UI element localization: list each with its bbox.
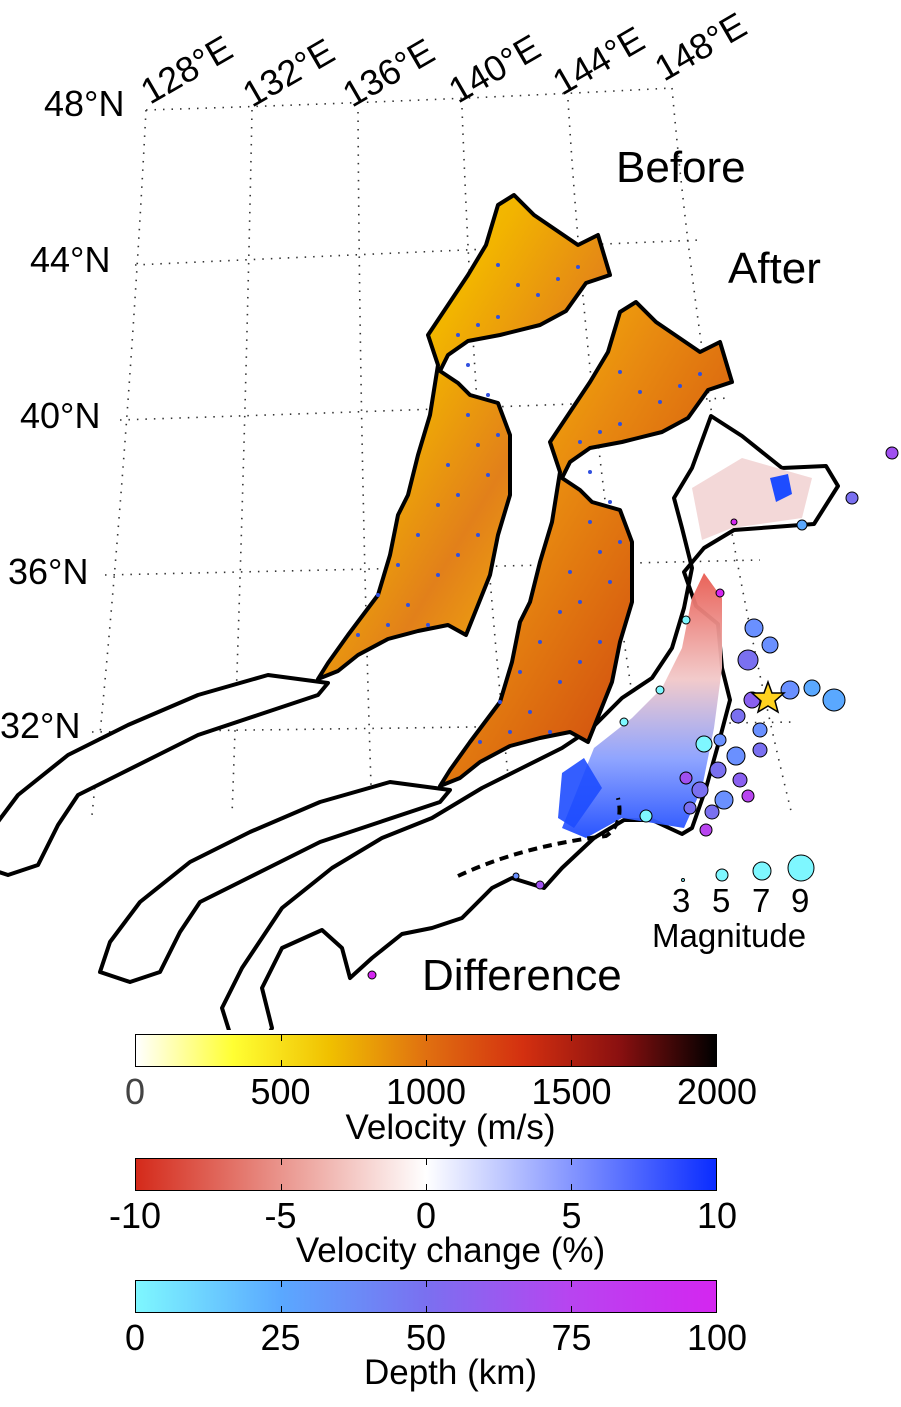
velocity-colorbar (135, 1034, 717, 1067)
label-difference: Difference (422, 951, 622, 1000)
velocity-tick-1000: 1000 (385, 1071, 467, 1112)
lon-label-132: 132°E (236, 30, 342, 115)
depth-colorbar-title: Depth (km) (363, 1353, 538, 1392)
depth-tick-0: 0 (124, 1317, 146, 1358)
velocity-tick-0: 0 (124, 1071, 146, 1112)
change-tick-neg5: -5 (264, 1195, 297, 1236)
lat-label-44: 44°N (30, 239, 110, 280)
lon-label-128: 128°E (134, 27, 240, 112)
colorbar-tick-mark (281, 1281, 282, 1287)
after-panel (98, 300, 734, 984)
mag-label-7: 7 (752, 882, 770, 919)
colorbar-tick-mark (426, 1159, 427, 1165)
colorbar-tick-mark (426, 1306, 427, 1312)
colorbar-tick-mark (571, 1159, 572, 1165)
mainshock-star-icon (750, 679, 786, 714)
magnitude-legend: 3 5 7 9 Magnitude (652, 854, 815, 954)
lat-label-32: 32°N (0, 705, 80, 746)
colorbar-tick-mark (426, 1184, 427, 1190)
colorbar-tick-mark (426, 1035, 427, 1041)
lat-label-48: 48°N (44, 83, 124, 124)
label-after: After (728, 244, 821, 293)
lat-label-40: 40°N (20, 395, 100, 436)
velocity-tick-500: 500 (250, 1071, 311, 1112)
velocity-tick-1500: 1500 (531, 1071, 612, 1112)
velocity-colorbar-title: Velocity (m/s) (345, 1108, 556, 1147)
latitude-labels: 48°N 44°N 40°N 36°N 32°N (0, 83, 124, 746)
depth-tick-75: 75 (551, 1317, 592, 1358)
velocity-change-colorbar-ticks: -10 -5 0 5 10 (109, 1195, 737, 1236)
colorbar-tick-mark (426, 1281, 427, 1287)
mag-label-3: 3 (672, 882, 690, 919)
change-tick-0: 0 (415, 1195, 437, 1236)
label-before: Before (616, 143, 746, 192)
depth-colorbar (135, 1280, 717, 1313)
change-tick-5: 5 (561, 1195, 582, 1236)
change-tick-neg10: -10 (108, 1195, 162, 1236)
colorbar-tick-mark (571, 1060, 572, 1066)
depth-tick-50: 50 (405, 1317, 447, 1358)
depth-colorbar-ticks: 0 25 50 75 100 (125, 1317, 747, 1358)
colorbar-tick-mark (571, 1184, 572, 1190)
velocity-tick-2000: 2000 (676, 1071, 758, 1112)
colorbar-tick-mark (281, 1184, 282, 1190)
earthquake-markers (367, 446, 899, 980)
lon-label-148: 148°E (648, 4, 754, 89)
lon-label-144: 144°E (546, 18, 652, 103)
japan-velocity-map: 128°E 132°E 136°E 140°E 144°E 148°E 48°N… (0, 4, 899, 1030)
lat-label-36: 36°N (8, 551, 88, 592)
colorbar-tick-mark (571, 1306, 572, 1312)
magnitude-legend-title: Magnitude (652, 917, 806, 954)
colorbar-tick-mark (281, 1060, 282, 1066)
colorbar-tick-mark (281, 1035, 282, 1041)
lon-label-140: 140°E (442, 26, 548, 111)
lon-label-136: 136°E (336, 30, 442, 115)
velocity-change-colorbar (135, 1158, 717, 1191)
change-tick-10: 10 (696, 1195, 738, 1236)
colorbar-tick-mark (426, 1060, 427, 1066)
velocity-change-colorbar-title: Velocity change (%) (295, 1231, 606, 1270)
colorbar-tick-mark (281, 1306, 282, 1312)
depth-tick-100: 100 (686, 1317, 748, 1358)
before-panel (0, 193, 612, 877)
mag-label-5: 5 (712, 882, 730, 919)
mag-label-9: 9 (791, 882, 809, 919)
colorbar-tick-mark (281, 1159, 282, 1165)
depth-tick-25: 25 (260, 1317, 301, 1358)
colorbar-tick-mark (571, 1035, 572, 1041)
colorbar-tick-mark (571, 1281, 572, 1287)
velocity-colorbar-ticks: 0 500 1000 1500 2000 (125, 1071, 757, 1112)
